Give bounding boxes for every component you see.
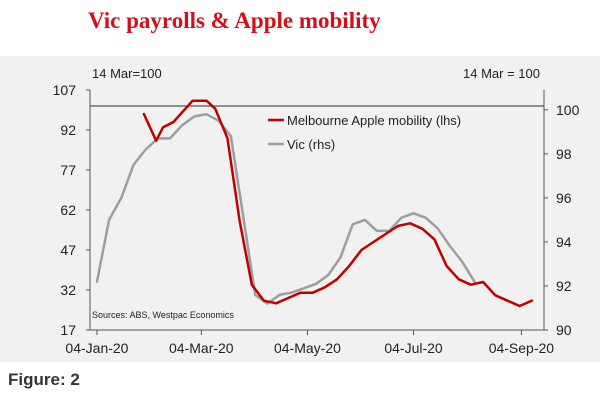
x-tick-label: 04-Jan-20 [65, 340, 128, 356]
y-left-tick-label: 92 [60, 122, 76, 138]
y-left-tick-label: 32 [60, 282, 76, 298]
y-left-tick-label: 77 [60, 162, 76, 178]
x-tick-label: 04-Sep-20 [489, 340, 555, 356]
plot-area: 04-Jan-20 04-Mar-20 04-May-20 04-Jul-20 04-S… [53, 82, 580, 356]
left-axis-note: 14 Mar=100 [92, 66, 162, 81]
x-tick-label: 04-May-20 [274, 340, 341, 356]
y-right-tick-label: 94 [556, 234, 572, 250]
line-chart: 04-Jan-20 04-Mar-20 04-May-20 04-Jul-20 04-S… [53, 66, 580, 356]
legend-label-vic: Vic (rhs) [287, 137, 335, 152]
y-right-tick-label: 96 [556, 190, 572, 206]
y-left-tick-label: 17 [60, 322, 76, 338]
y-left-tick-label: 107 [53, 82, 77, 98]
right-axis-note: 14 Mar = 100 [463, 66, 540, 81]
series-line-vic [95, 112, 476, 305]
y-right-tick-label: 100 [556, 102, 580, 118]
figure-caption: Figure: 2 [8, 370, 80, 389]
chart-panel: 04-Jan-20 04-Mar-20 04-May-20 04-Jul-20 04-S… [0, 56, 600, 362]
series-layer [95, 99, 534, 308]
page-title: Vic payrolls & Apple mobility [88, 8, 381, 33]
y-left-tick-label: 47 [60, 242, 76, 258]
legend-label-melbourne: Melbourne Apple mobility (lhs) [287, 113, 461, 128]
x-axis-ticks: 04-Jan-20 04-Mar-20 04-May-20 04-Jul-20 04-S… [65, 330, 554, 356]
legend: Melbourne Apple mobility (lhs) Vic (rhs) [268, 113, 461, 152]
series-line-melbourne [142, 99, 534, 308]
source-note: Sources: ABS, Westpac Economics [92, 310, 234, 320]
y-right-tick-label: 92 [556, 278, 572, 294]
left-axis-ticks: 107 92 77 62 47 32 17 [53, 82, 90, 338]
right-axis-ticks: 100 98 96 94 92 90 [544, 102, 580, 338]
x-tick-label: 04-Mar-20 [169, 340, 234, 356]
y-right-tick-label: 90 [556, 322, 572, 338]
x-tick-label: 04-Jul-20 [384, 340, 443, 356]
y-left-tick-label: 62 [60, 202, 76, 218]
y-right-tick-label: 98 [556, 146, 572, 162]
